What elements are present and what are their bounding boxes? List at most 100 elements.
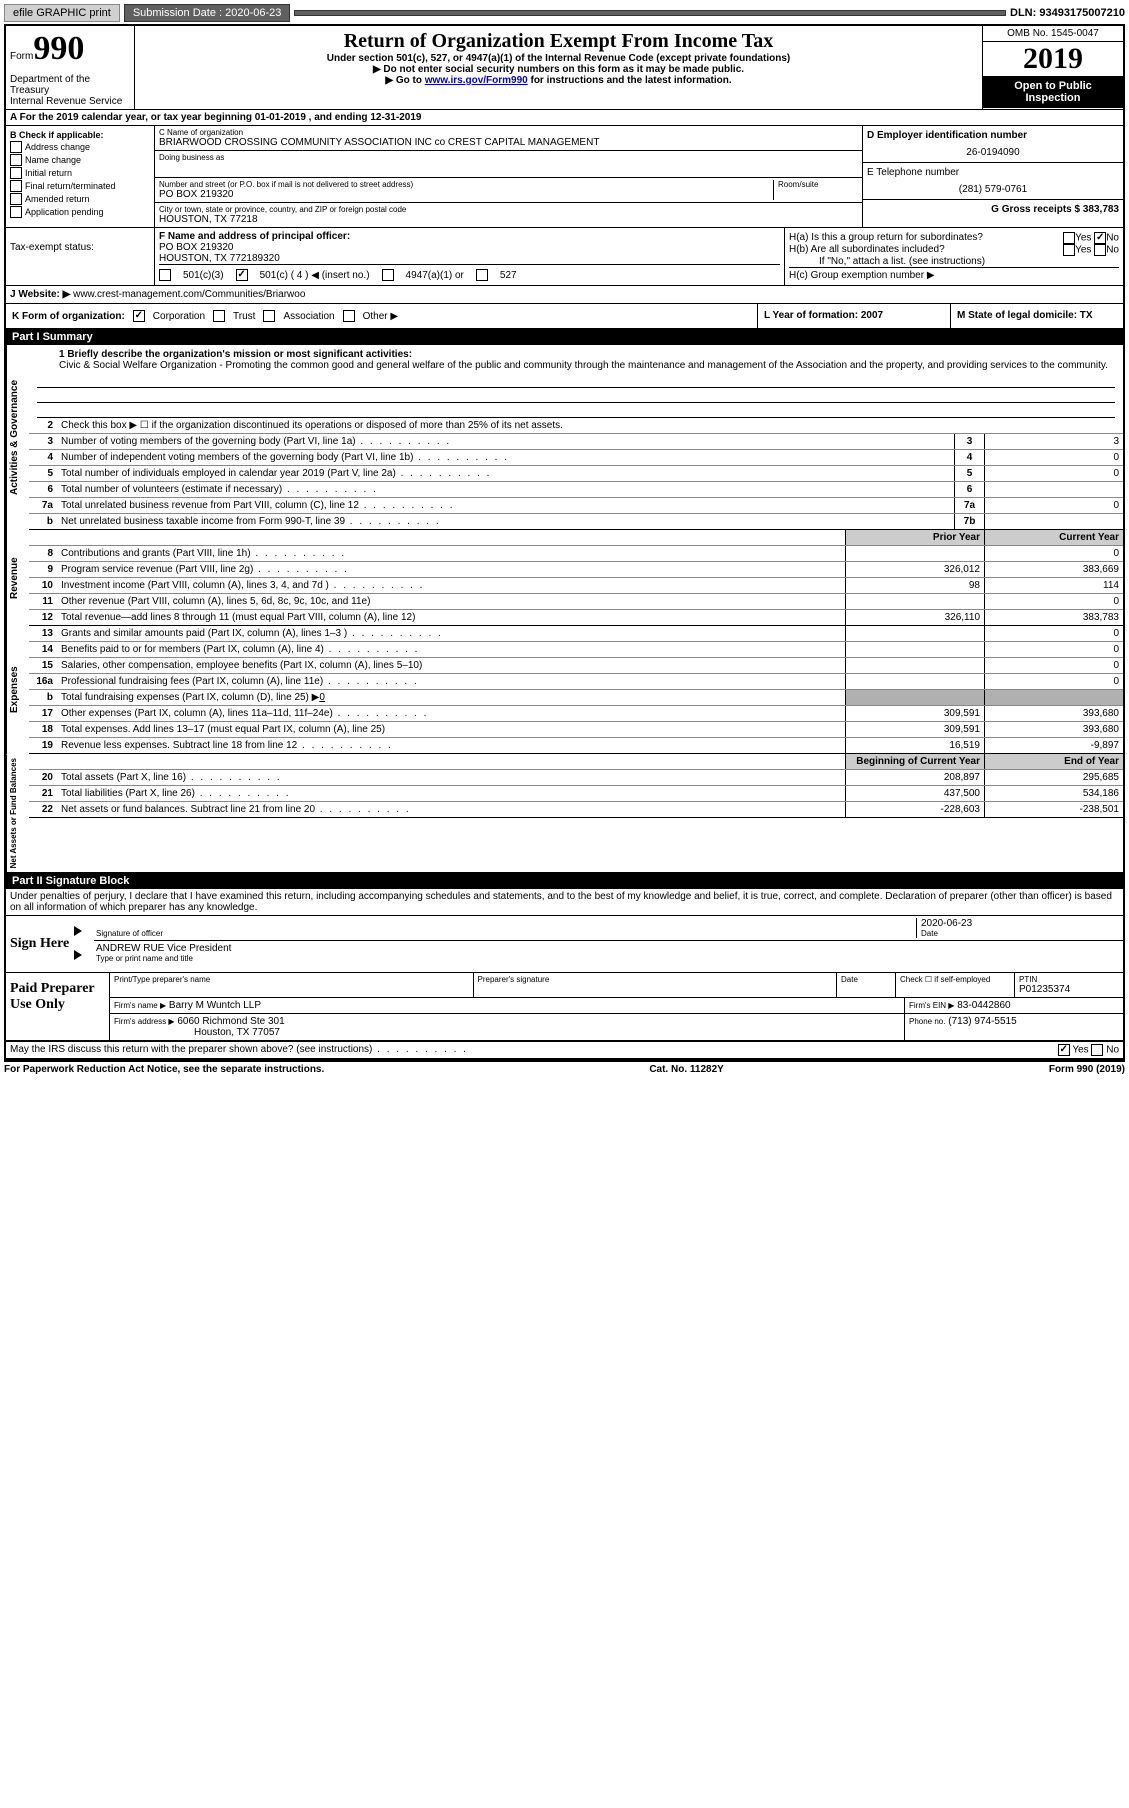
instructions-link[interactable]: www.irs.gov/Form990	[425, 75, 528, 86]
submission-date: Submission Date : 2020-06-23	[124, 4, 291, 22]
prep-name-hdr: Print/Type preparer's name	[109, 973, 473, 997]
arrow-icon	[74, 926, 82, 936]
opt-527: 527	[500, 270, 517, 281]
l10-txt: Investment income (Part VIII, column (A)…	[57, 578, 845, 593]
sig-officer-label: Signature of officer	[96, 929, 916, 938]
note2: ▶ Go to www.irs.gov/Form990 for instruct…	[139, 75, 978, 86]
l20c: 295,685	[984, 770, 1123, 785]
l16p	[845, 674, 984, 689]
firm-city: Houston, TX 77057	[114, 1027, 280, 1038]
cb-discuss-no[interactable]	[1091, 1044, 1103, 1056]
l18-txt: Total expenses. Add lines 13–17 (must eq…	[57, 722, 845, 737]
l14c: 0	[984, 642, 1123, 657]
officer-addr1: PO BOX 219320	[159, 242, 780, 253]
l12-txt: Total revenue—add lines 8 through 11 (mu…	[57, 610, 845, 625]
k-trust: Trust	[233, 311, 255, 322]
discuss-txt: May the IRS discuss this return with the…	[10, 1044, 1058, 1056]
form-number-box: Form990	[6, 26, 135, 72]
cb-final-label: Final return/terminated	[25, 181, 116, 191]
part2-header: Part II Signature Block	[6, 873, 1123, 889]
l13p	[845, 626, 984, 641]
l14-txt: Benefits paid to or for members (Part IX…	[57, 642, 845, 657]
firm-addr-label: Firm's address ▶	[114, 1017, 175, 1026]
rev-label: Revenue	[6, 530, 29, 626]
blank-line1	[37, 373, 1115, 388]
cb-amended[interactable]	[10, 193, 22, 205]
net-label: Net Assets or Fund Balances	[6, 754, 29, 872]
l9c: 383,669	[984, 562, 1123, 577]
preparer-section: Paid Preparer Use Only Print/Type prepar…	[6, 973, 1123, 1042]
ptin-val: P01235374	[1019, 984, 1119, 995]
ha-label: H(a) Is this a group return for subordin…	[789, 232, 983, 244]
cb-initial-label: Initial return	[25, 168, 72, 178]
cb-other[interactable]	[343, 310, 355, 322]
ptin-label: PTIN	[1019, 975, 1119, 984]
l8p	[845, 546, 984, 561]
l6-txt: Total number of volunteers (estimate if …	[57, 482, 954, 497]
l15p	[845, 658, 984, 673]
mission-label: 1 Briefly describe the organization's mi…	[29, 345, 1123, 373]
year-box: OMB No. 1545-0047 2019 Open to Public In…	[982, 26, 1123, 109]
l10p: 98	[845, 578, 984, 593]
l22p: -228,603	[845, 802, 984, 817]
l19c: -9,897	[984, 738, 1123, 753]
cb-hb-no[interactable]	[1094, 244, 1106, 256]
tax-status-cell: Tax-exempt status:	[6, 228, 155, 285]
cb-hb-yes[interactable]	[1063, 244, 1075, 256]
l16bp-gray	[845, 690, 984, 705]
cb-address[interactable]	[10, 141, 22, 153]
addr-label: Number and street (or P.O. box if mail i…	[159, 180, 773, 189]
begin-hdr: Beginning of Current Year	[845, 754, 984, 769]
cb-trust[interactable]	[213, 310, 225, 322]
h-cell: H(a) Is this a group return for subordin…	[784, 228, 1123, 285]
cb-final[interactable]	[10, 180, 22, 192]
l18c: 393,680	[984, 722, 1123, 737]
revenue-block: Revenue Prior YearCurrent Year 8Contribu…	[6, 530, 1123, 626]
l3-txt: Number of voting members of the governin…	[57, 434, 954, 449]
cb-name[interactable]	[10, 154, 22, 166]
l5-val: 0	[984, 466, 1123, 481]
declaration: Under penalties of perjury, I declare th…	[6, 889, 1123, 916]
l5-txt: Total number of individuals employed in …	[57, 466, 954, 481]
tax-status-label: Tax-exempt status:	[10, 242, 94, 253]
col-right: D Employer identification number 26-0194…	[862, 126, 1123, 227]
cb-ha-yes[interactable]	[1063, 232, 1075, 244]
l11p	[845, 594, 984, 609]
cb-assoc[interactable]	[263, 310, 275, 322]
cb-initial[interactable]	[10, 167, 22, 179]
ein-val: 26-0194090	[867, 141, 1119, 158]
l9-txt: Program service revenue (Part VIII, line…	[57, 562, 845, 577]
cb-discuss-yes[interactable]	[1058, 1044, 1070, 1056]
firm-addr: 6060 Richmond Ste 301	[177, 1016, 284, 1027]
exp-label: Expenses	[6, 626, 29, 754]
cb-501c[interactable]	[236, 269, 248, 281]
prep-phone-label: Phone no.	[909, 1017, 945, 1026]
cb-527[interactable]	[476, 269, 488, 281]
form-container: Form990 Department of the Treasury Inter…	[4, 24, 1125, 1062]
l16c: 0	[984, 674, 1123, 689]
l20-txt: Total assets (Part X, line 16)	[57, 770, 845, 785]
cb-ha-no[interactable]	[1094, 232, 1106, 244]
addr-val: PO BOX 219320	[159, 189, 773, 200]
org-name-field: C Name of organization BRIARWOOD CROSSIN…	[155, 126, 862, 151]
cb-corp[interactable]	[133, 310, 145, 322]
cb-pending[interactable]	[10, 206, 22, 218]
officer-name: ANDREW RUE Vice President	[96, 943, 1121, 954]
info-grid: B Check if applicable: Address change Na…	[6, 126, 1123, 228]
period: A For the 2019 calendar year, or tax yea…	[6, 110, 1123, 126]
firm-ein: 83-0442860	[957, 1000, 1010, 1011]
expenses-block: Expenses 13Grants and similar amounts pa…	[6, 626, 1123, 754]
l6-val	[984, 482, 1123, 497]
cb-501c3[interactable]	[159, 269, 171, 281]
city-field: City or town, state or province, country…	[155, 203, 862, 227]
l11-txt: Other revenue (Part VIII, column (A), li…	[57, 594, 845, 609]
main-title: Return of Organization Exempt From Incom…	[139, 30, 978, 53]
form-prefix: Form	[10, 51, 33, 62]
dln: DLN: 93493175007210	[1010, 7, 1125, 19]
l8-txt: Contributions and grants (Part VIII, lin…	[57, 546, 845, 561]
footer-mid: Cat. No. 11282Y	[649, 1064, 723, 1075]
website-val: www.crest-management.com/Communities/Bri…	[73, 289, 305, 300]
l17-txt: Other expenses (Part IX, column (A), lin…	[57, 706, 845, 721]
cb-4947[interactable]	[382, 269, 394, 281]
cb-name-label: Name change	[25, 155, 81, 165]
